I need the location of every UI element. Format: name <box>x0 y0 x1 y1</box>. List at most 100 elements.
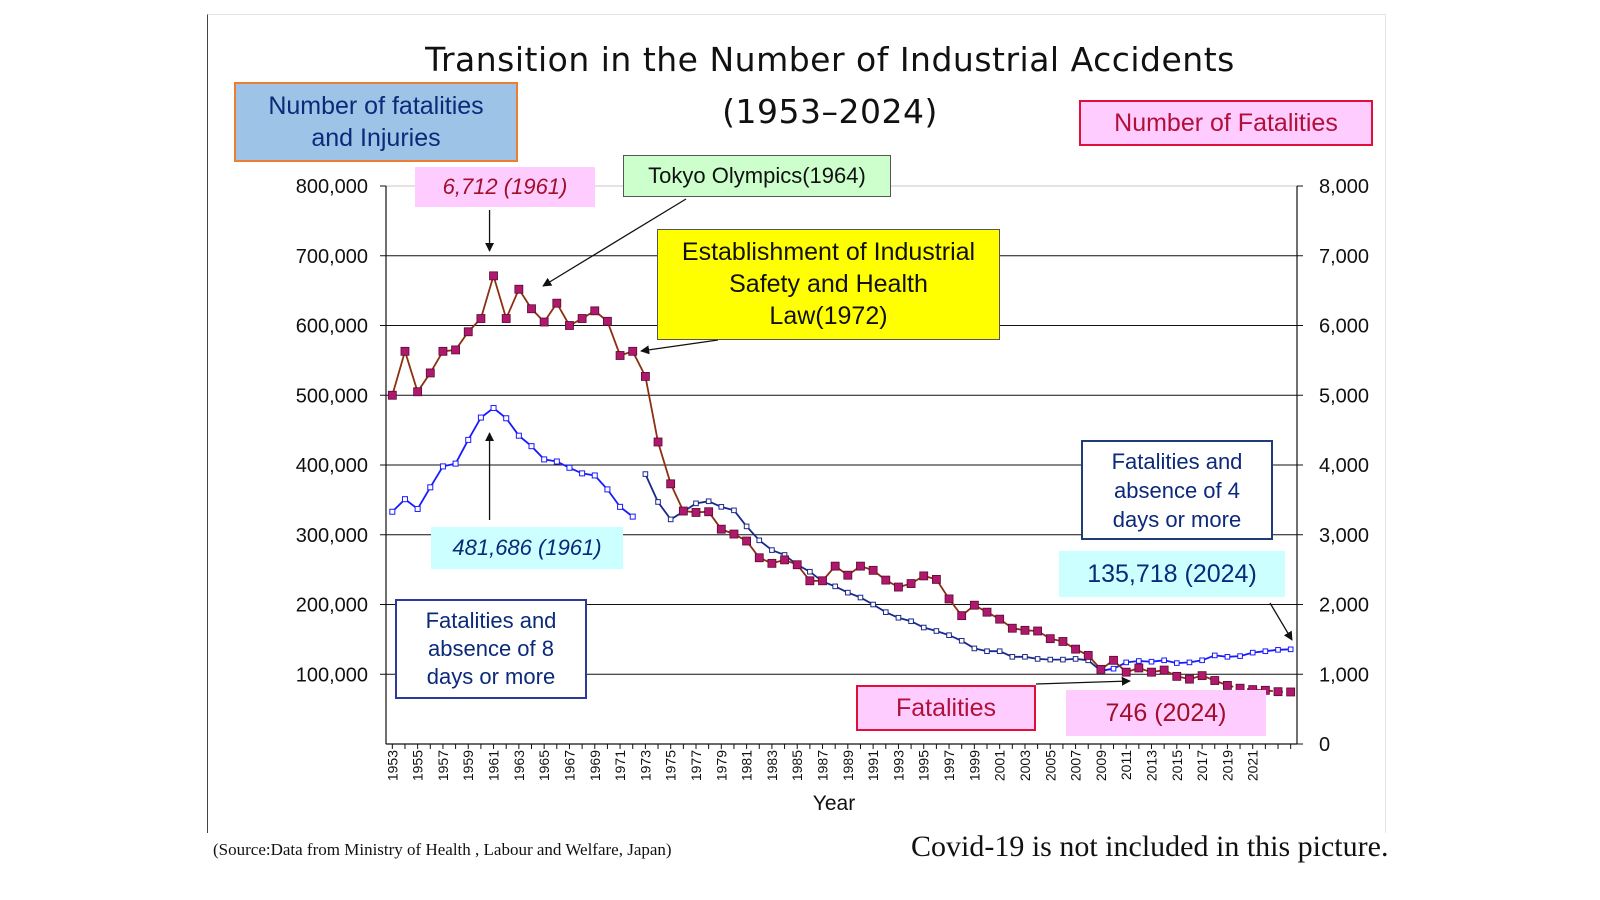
point-8-days <box>541 456 548 463</box>
point-4-days <box>731 507 737 514</box>
point-4-days <box>1211 652 1218 659</box>
point-fatalities <box>1147 667 1156 677</box>
annotation-fatalities-2024: 746 (2024) <box>1066 690 1266 736</box>
point-fatalities <box>1223 681 1232 690</box>
right-tick-label: 7,000 <box>1319 246 1369 268</box>
legend-8-days-line-3: days or more <box>426 664 556 689</box>
point-fatalities <box>489 271 498 281</box>
left-tick-label: 600,000 <box>296 316 368 338</box>
right-tick-label: 1,000 <box>1319 664 1369 686</box>
left-tick-label: 100,000 <box>296 664 368 686</box>
point-fatalities <box>1020 625 1030 635</box>
point-8-days <box>414 505 421 512</box>
point-4-days <box>920 624 927 631</box>
annotation-peak-injuries: 481,686 (1961) <box>431 527 623 569</box>
x-tick-label: 1969 <box>587 750 603 781</box>
point-fatalities <box>1058 637 1068 646</box>
arrow-tokyo-olympics <box>542 198 687 287</box>
legend-4-days-line-2: absence of 4 <box>1114 478 1240 503</box>
x-tick-label: 1985 <box>789 750 805 781</box>
source-note: (Source:Data from Ministry of Health , L… <box>213 840 672 859</box>
x-tick-label: 2011 <box>1118 750 1134 780</box>
right-axis-title-box: Number of Fatalities <box>1079 100 1373 146</box>
point-fatalities <box>805 576 815 586</box>
point-4-days <box>1034 656 1041 662</box>
x-tick-label: 1997 <box>941 750 957 781</box>
point-4-days <box>1060 656 1066 663</box>
x-tick-label: 1979 <box>713 750 729 781</box>
point-4-days <box>1161 657 1167 664</box>
point-fatalities <box>577 314 587 323</box>
annotation-safety-law: Establishment of Industrial Safety and H… <box>657 229 1000 340</box>
legend-box-4-days: Fatalities and absence of 4 days or more <box>1081 440 1273 540</box>
point-fatalities <box>413 387 423 397</box>
point-fatalities <box>944 594 954 604</box>
x-tick-label: 1983 <box>764 750 780 781</box>
point-fatalities <box>590 306 600 316</box>
point-fatalities <box>527 304 536 314</box>
point-fatalities <box>678 506 688 516</box>
point-4-days <box>718 504 725 510</box>
point-fatalities <box>1033 626 1043 636</box>
point-4-days <box>895 614 902 621</box>
legend-8-days-line-1: Fatalities and <box>425 608 557 633</box>
x-tick-label: 1953 <box>384 750 400 781</box>
point-4-days <box>882 609 889 615</box>
point-fatalities <box>501 314 511 323</box>
point-8-days <box>389 508 396 515</box>
point-4-days <box>971 645 978 652</box>
point-8-days <box>566 464 573 471</box>
point-4-days <box>845 589 851 596</box>
x-axis-title: Year <box>813 792 855 815</box>
point-4-days <box>1249 649 1256 656</box>
point-fatalities <box>995 614 1005 624</box>
point-fatalities <box>603 316 612 326</box>
left-tick-label: 700,000 <box>296 246 368 268</box>
point-fatalities <box>1286 687 1296 697</box>
x-tick-label: 2003 <box>1017 750 1033 781</box>
point-fatalities <box>628 346 638 356</box>
point-fatalities <box>1185 674 1194 684</box>
point-8-days <box>528 443 535 450</box>
point-4-days <box>1275 647 1281 653</box>
x-tick-label: 2015 <box>1169 750 1185 781</box>
arrow-fatalities-label <box>1035 676 1131 686</box>
chart-title: Transition in the Number of Industrial A… <box>380 34 1280 138</box>
x-tick-label: 2007 <box>1068 750 1084 781</box>
point-4-days <box>984 648 990 655</box>
right-tick-label: 2,000 <box>1319 595 1369 617</box>
point-fatalities <box>653 437 663 447</box>
right-tick-label: 0 <box>1319 734 1330 756</box>
x-tick-label: 1973 <box>637 750 653 781</box>
point-8-days <box>477 414 484 421</box>
point-4-days <box>1123 659 1129 666</box>
point-fatalities <box>1121 667 1131 677</box>
point-4-days <box>1186 659 1193 666</box>
annotation-law-line-2: Safety and Health <box>729 270 928 298</box>
x-tick-label: 2013 <box>1143 750 1159 781</box>
point-fatalities <box>451 345 460 355</box>
point-fatalities <box>843 570 853 580</box>
point-fatalities <box>1071 644 1080 654</box>
x-tick-label: 2017 <box>1194 750 1210 781</box>
point-fatalities <box>969 600 979 610</box>
x-tick-label: 1975 <box>663 750 679 781</box>
point-8-days <box>401 496 408 503</box>
legend-box-8-days: Fatalities and absence of 8 days or more <box>395 599 587 699</box>
annotation-law-line-3: Law(1972) <box>769 302 888 330</box>
point-4-days <box>693 500 699 507</box>
x-tick-label: 1995 <box>916 750 932 781</box>
point-fatalities <box>906 579 916 588</box>
annotation-peak-fatalities: 6,712 (1961) <box>415 167 595 207</box>
point-fatalities <box>868 565 878 575</box>
point-fatalities <box>400 346 410 356</box>
right-tick-label: 8,000 <box>1319 176 1369 198</box>
point-fatalities <box>615 351 625 360</box>
point-fatalities <box>957 611 967 621</box>
point-fatalities <box>818 576 827 586</box>
point-fatalities <box>514 284 524 294</box>
point-fatalities <box>1210 676 1220 685</box>
point-4-days <box>870 601 876 608</box>
point-fatalities <box>931 574 941 584</box>
point-fatalities <box>919 571 929 581</box>
